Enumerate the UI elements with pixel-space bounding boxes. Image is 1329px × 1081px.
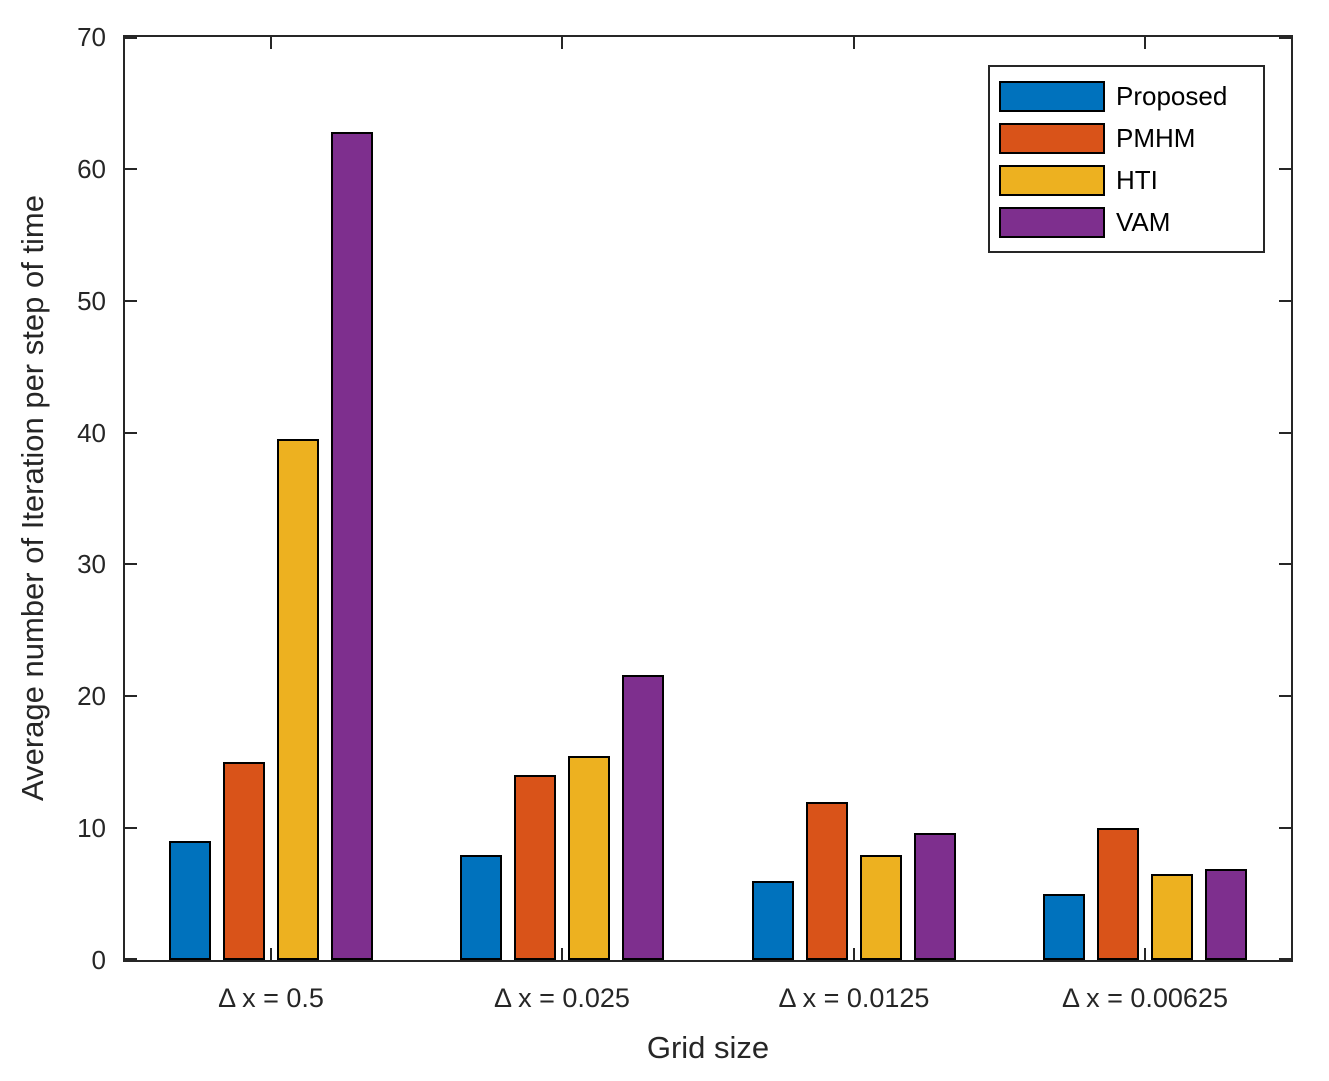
x-tick-top — [561, 37, 563, 49]
x-tick-top — [1144, 37, 1146, 49]
y-tick-label: 70 — [77, 22, 106, 52]
bar-hti-group1 — [277, 439, 319, 960]
legend-item-proposed: Proposed — [999, 80, 1263, 112]
bar-pmhm-group4 — [1097, 828, 1139, 960]
y-tick-left — [125, 37, 137, 39]
bar-vam-group3 — [914, 833, 956, 960]
legend-label: VAM — [1116, 206, 1171, 237]
legend-swatch-pmhm — [999, 122, 1105, 154]
bar-vam-group2 — [622, 675, 664, 960]
bar-pmhm-group3 — [806, 802, 848, 960]
bar-hti-group2 — [568, 756, 610, 960]
y-tick-left — [125, 168, 137, 170]
x-tick-bottom — [853, 948, 855, 960]
x-axis-label: Grid size — [646, 1030, 770, 1065]
y-tick-left — [125, 827, 137, 829]
y-tick-right — [1279, 958, 1291, 960]
bar-hti-group3 — [860, 855, 902, 960]
y-tick-right — [1279, 695, 1291, 697]
x-tick-bottom — [1144, 948, 1146, 960]
y-tick-right — [1279, 432, 1291, 434]
bar-pmhm-group1 — [223, 762, 265, 960]
bar-proposed-group3 — [752, 881, 794, 960]
x-tick-label: Δ x = 0.0125 — [778, 983, 930, 1013]
legend: Proposed PMHM HTI VAM — [988, 65, 1265, 253]
x-tick-top — [270, 37, 272, 49]
y-tick-label: 0 — [91, 945, 106, 975]
legend-swatch-proposed — [999, 80, 1105, 112]
y-tick-label: 10 — [77, 813, 106, 843]
y-tick-label: 30 — [77, 549, 106, 579]
legend-item-vam: VAM — [999, 206, 1263, 238]
bar-vam-group1 — [331, 132, 373, 960]
y-tick-right — [1279, 37, 1291, 39]
y-tick-left — [125, 695, 137, 697]
x-tick-bottom — [270, 948, 272, 960]
x-tick-top — [853, 37, 855, 49]
legend-item-pmhm: PMHM — [999, 122, 1263, 154]
x-tick-bottom — [561, 948, 563, 960]
legend-item-hti: HTI — [999, 164, 1263, 196]
y-tick-right — [1279, 168, 1291, 170]
legend-label: HTI — [1116, 164, 1158, 195]
y-tick-label: 50 — [77, 286, 106, 316]
x-tick-label: Δ x = 0.025 — [494, 983, 630, 1013]
y-tick-left — [125, 432, 137, 434]
y-tick-left — [125, 563, 137, 565]
y-tick-right — [1279, 300, 1291, 302]
y-tick-right — [1279, 827, 1291, 829]
bar-hti-group4 — [1151, 874, 1193, 960]
bar-proposed-group2 — [460, 855, 502, 960]
y-tick-label: 60 — [77, 154, 106, 184]
legend-swatch-vam — [999, 206, 1105, 238]
y-tick-left — [125, 300, 137, 302]
legend-label: PMHM — [1116, 122, 1196, 153]
bar-pmhm-group2 — [514, 775, 556, 960]
y-tick-label: 40 — [77, 418, 106, 448]
bar-proposed-group1 — [169, 841, 211, 960]
legend-swatch-hti — [999, 164, 1105, 196]
y-tick-right — [1279, 563, 1291, 565]
legend-label: Proposed — [1116, 80, 1228, 111]
x-tick-label: Δ x = 0.00625 — [1062, 983, 1228, 1013]
x-tick-label: Δ x = 0.5 — [218, 983, 324, 1013]
y-tick-label: 20 — [77, 681, 106, 711]
bar-proposed-group4 — [1043, 894, 1085, 960]
bar-vam-group4 — [1205, 869, 1247, 960]
y-tick-left — [125, 958, 137, 960]
